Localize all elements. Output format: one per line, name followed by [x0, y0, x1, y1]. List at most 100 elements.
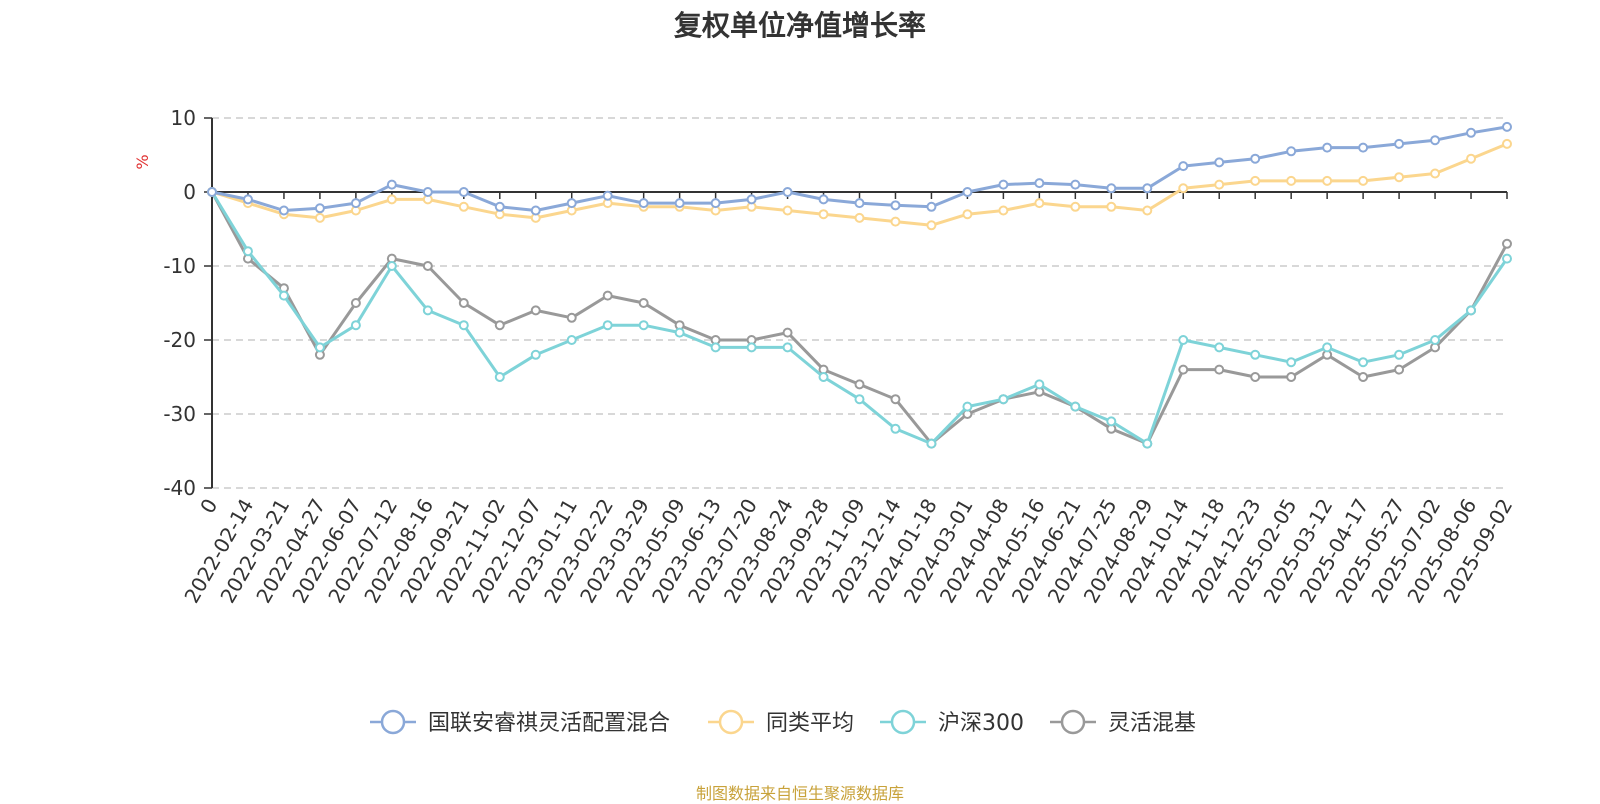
data-point	[422, 305, 433, 316]
data-point	[566, 312, 577, 323]
data-point	[1250, 372, 1261, 382]
data-point	[350, 298, 361, 308]
data-point	[890, 423, 901, 434]
data-point	[926, 220, 937, 231]
data-point	[602, 190, 613, 201]
legend-label: 国联安睿祺灵活配置混合	[428, 711, 670, 736]
data-point	[1358, 372, 1369, 382]
data-point	[602, 320, 613, 331]
data-point	[854, 379, 865, 390]
data-point	[854, 198, 865, 209]
y-tick-label: -20	[163, 328, 196, 352]
data-point	[1502, 121, 1512, 132]
y-tick-label: -40	[163, 476, 196, 500]
data-point	[458, 201, 469, 212]
data-point	[1214, 179, 1225, 190]
data-point	[314, 203, 325, 214]
data-point	[1430, 168, 1441, 179]
legend-item[interactable]: 国联安睿祺灵活配置混合	[370, 709, 670, 736]
legend-item[interactable]: 沪深300	[880, 709, 1024, 736]
data-point	[530, 205, 541, 216]
data-point	[674, 198, 685, 209]
legend-marker	[718, 709, 744, 735]
data-point	[1214, 157, 1225, 168]
data-point	[1034, 198, 1045, 209]
grid-lines	[212, 117, 1507, 489]
data-point	[566, 198, 577, 209]
data-point	[494, 201, 505, 212]
data-point	[926, 201, 937, 212]
data-point	[1394, 172, 1405, 183]
data-point	[818, 194, 829, 205]
legend-item[interactable]: 同类平均	[708, 709, 854, 736]
data-point	[1142, 183, 1153, 194]
data-point	[1358, 142, 1369, 153]
data-point	[1034, 379, 1045, 390]
data-point	[998, 179, 1009, 190]
data-point	[1286, 175, 1297, 186]
data-point	[854, 394, 865, 405]
data-point	[1250, 349, 1261, 360]
data-point	[458, 187, 469, 197]
data-point	[1430, 135, 1441, 146]
data-point	[1394, 364, 1405, 375]
data-point	[710, 198, 721, 209]
legend: 国联安睿祺灵活配置混合 同类平均 沪深300 灵活混基	[370, 709, 1196, 736]
data-point	[1322, 142, 1333, 153]
data-point	[1502, 138, 1512, 149]
data-point	[1106, 183, 1117, 194]
data-point	[1394, 349, 1405, 360]
data-point	[1070, 401, 1081, 412]
data-point	[638, 198, 649, 209]
data-point	[890, 394, 901, 405]
data-point	[1466, 153, 1477, 164]
data-point	[386, 194, 397, 205]
series-line	[210, 190, 1509, 446]
legend-label: 灵活混基	[1108, 711, 1196, 736]
data-point	[1178, 161, 1189, 172]
data-point	[458, 298, 469, 308]
data-point	[1070, 201, 1081, 212]
data-point	[1178, 183, 1189, 194]
source-note: 制图数据来自恒生聚源数据库	[695, 784, 904, 803]
data-point	[1286, 146, 1297, 157]
data-point	[962, 209, 973, 220]
data-point	[1250, 153, 1261, 164]
data-point	[1142, 438, 1153, 449]
y-tick-label: 10	[171, 106, 196, 130]
series-0	[207, 121, 1512, 216]
y-axis-unit: %	[133, 154, 152, 169]
data-point	[782, 342, 793, 353]
data-point	[1106, 201, 1117, 212]
data-point	[422, 187, 433, 197]
series-1	[207, 138, 1512, 231]
data-point	[566, 335, 577, 345]
data-point	[818, 209, 829, 220]
data-point	[1250, 175, 1261, 186]
data-point	[386, 261, 397, 271]
data-point	[314, 212, 325, 223]
data-point	[494, 320, 505, 331]
legend-item[interactable]: 灵活混基	[1050, 709, 1196, 736]
data-point	[782, 187, 793, 197]
data-point	[1070, 179, 1081, 190]
data-point	[818, 372, 829, 382]
data-point	[602, 290, 613, 301]
data-point	[1466, 127, 1477, 138]
series-3	[207, 187, 1512, 449]
legend-label: 沪深300	[938, 711, 1024, 736]
data-point	[278, 205, 289, 216]
data-point	[854, 212, 865, 223]
data-point	[1034, 178, 1045, 189]
data-point	[350, 198, 361, 209]
legend-marker	[380, 709, 406, 735]
data-point	[746, 194, 757, 205]
data-point	[674, 327, 685, 338]
chart-title: 复权单位净值增长率	[673, 9, 926, 42]
data-point	[1286, 372, 1297, 382]
data-point	[890, 216, 901, 227]
data-point	[890, 200, 901, 211]
data-point	[998, 205, 1009, 216]
y-tick-label: -10	[163, 254, 196, 278]
